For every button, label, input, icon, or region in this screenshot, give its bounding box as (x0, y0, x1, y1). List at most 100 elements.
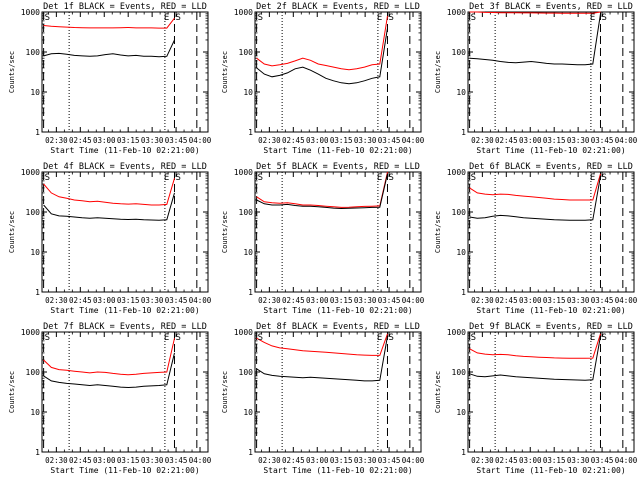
series-line (256, 173, 388, 210)
x-tick-label: 02:30 (258, 136, 281, 145)
x-tick-label: 03:30 (354, 136, 377, 145)
plot-panel-4: Det 4f BLACK = Events, RED = LLD 1 10 100 10… (8, 162, 212, 315)
x-tick-label: 02:45 (69, 136, 92, 145)
y-axis-label: Counts/sec (221, 51, 229, 93)
series-line (469, 335, 601, 381)
plot-title: Det 3f BLACK = Events, RED = LLD (469, 2, 633, 12)
x-tick-label: 02:30 (471, 296, 494, 305)
x-tick-label: 03:45 (378, 136, 401, 145)
y-axis-label: Counts/sec (8, 371, 16, 413)
plot-panel-5: Det 5f BLACK = Events, RED = LLD 1 10 100 10… (221, 162, 425, 315)
plot-panel-9: Det 9f BLACK = Events, RED = LLD 1 10 100 10… (434, 322, 638, 475)
interval-marker-label: S (471, 333, 476, 343)
interval-marker-label: S (601, 333, 606, 343)
y-tick-label: 1000 (21, 8, 40, 17)
interval-marker-label: S (258, 173, 263, 183)
x-tick-label: 03:00 (93, 296, 116, 305)
x-tick-label: 03:00 (306, 136, 329, 145)
y-tick-label: 10 (30, 248, 40, 257)
x-tick-label: 02:45 (69, 296, 92, 305)
plot-frame (41, 331, 209, 453)
interval-marker-label: S (388, 333, 393, 343)
x-tick-label: 03:00 (93, 136, 116, 145)
y-tick-label: 1 (35, 448, 40, 457)
x-tick-label: 02:45 (69, 456, 92, 465)
x-tick-label: 03:30 (141, 136, 164, 145)
x-axis-label: Start Time (11-Feb-10 02:21:00) (50, 466, 199, 475)
series-line (43, 192, 175, 221)
plot-title: Det 6f BLACK = Events, RED = LLD (469, 162, 633, 172)
x-tick-label: 03:15 (330, 136, 353, 145)
x-tick-label: 02:30 (45, 296, 68, 305)
y-tick-label: 100 (452, 368, 467, 377)
y-tick-label: 10 (30, 88, 40, 97)
series-line (256, 27, 388, 85)
series-line (43, 178, 175, 206)
x-axis-label: Start Time (11-Feb-10 02:21:00) (50, 146, 199, 155)
x-tick-label: 03:15 (543, 296, 566, 305)
plot-panel-6: Det 6f BLACK = Events, RED = LLD 1 10 100 10… (434, 162, 638, 315)
y-tick-label: 1 (461, 448, 466, 457)
interval-marker-label: S (45, 333, 50, 343)
y-tick-label: 1 (461, 288, 466, 297)
series-line (43, 17, 175, 29)
plot-panel-1: Det 1f BLACK = Events, RED = LLD 1 10 100 10… (8, 2, 212, 155)
y-tick-label: 10 (243, 408, 253, 417)
series-line (43, 39, 175, 58)
y-tick-label: 1 (35, 288, 40, 297)
plot-frame (467, 331, 635, 453)
x-tick-label: 03:30 (354, 456, 377, 465)
series-line (469, 333, 601, 359)
x-tick-label: 03:45 (165, 296, 188, 305)
y-tick-label: 100 (26, 48, 41, 57)
x-tick-label: 02:30 (471, 456, 494, 465)
x-tick-label: 04:00 (402, 296, 425, 305)
x-tick-label: 03:15 (543, 136, 566, 145)
x-tick-label: 04:00 (615, 136, 638, 145)
series-line (469, 175, 601, 221)
plot-panel-8: Det 8f BLACK = Events, RED = LLD 1 10 100 10… (221, 322, 425, 475)
x-tick-label: 03:45 (378, 296, 401, 305)
plot-title: Det 8f BLACK = Events, RED = LLD (256, 322, 420, 332)
y-tick-label: 1000 (21, 168, 40, 177)
series-line (469, 173, 601, 201)
interval-marker-label: E (164, 173, 169, 183)
interval-marker-label: E (164, 333, 169, 343)
plot-title: Det 9f BLACK = Events, RED = LLD (469, 322, 633, 332)
interval-marker-label: S (175, 173, 180, 183)
x-tick-label: 03:30 (354, 296, 377, 305)
interval-marker-label: E (377, 13, 382, 23)
y-tick-label: 100 (452, 208, 467, 217)
series-line (256, 333, 388, 356)
interval-marker-label: E (590, 13, 595, 23)
plot-title: Det 2f BLACK = Events, RED = LLD (256, 2, 420, 12)
series-line (469, 11, 601, 14)
x-tick-label: 03:45 (378, 456, 401, 465)
x-tick-label: 02:45 (495, 456, 518, 465)
x-tick-label: 03:15 (117, 296, 140, 305)
x-tick-label: 03:15 (330, 296, 353, 305)
plot-title: Det 7f BLACK = Events, RED = LLD (43, 322, 207, 332)
x-tick-label: 02:45 (495, 136, 518, 145)
x-tick-label: 03:15 (117, 136, 140, 145)
series-line (43, 338, 175, 376)
x-tick-label: 04:00 (189, 136, 212, 145)
x-tick-label: 02:30 (45, 136, 68, 145)
x-tick-label: 03:00 (93, 456, 116, 465)
interval-marker-label: S (258, 333, 263, 343)
x-tick-label: 02:45 (495, 296, 518, 305)
plot-title: Det 5f BLACK = Events, RED = LLD (256, 162, 420, 172)
y-tick-label: 1000 (447, 328, 466, 337)
y-tick-label: 1000 (21, 328, 40, 337)
x-axis-label: Start Time (11-Feb-10 02:21:00) (263, 146, 412, 155)
y-axis-label: Counts/sec (221, 211, 229, 253)
x-axis-label: Start Time (11-Feb-10 02:21:00) (476, 466, 625, 475)
interval-marker-label: E (164, 13, 169, 23)
y-tick-label: 1 (248, 288, 253, 297)
plot-frame (254, 331, 422, 453)
plot-panel-3: Det 3f BLACK = Events, RED = LLD 1 10 100 10… (434, 2, 638, 155)
interval-marker-label: S (388, 13, 393, 23)
y-tick-label: 1000 (447, 168, 466, 177)
